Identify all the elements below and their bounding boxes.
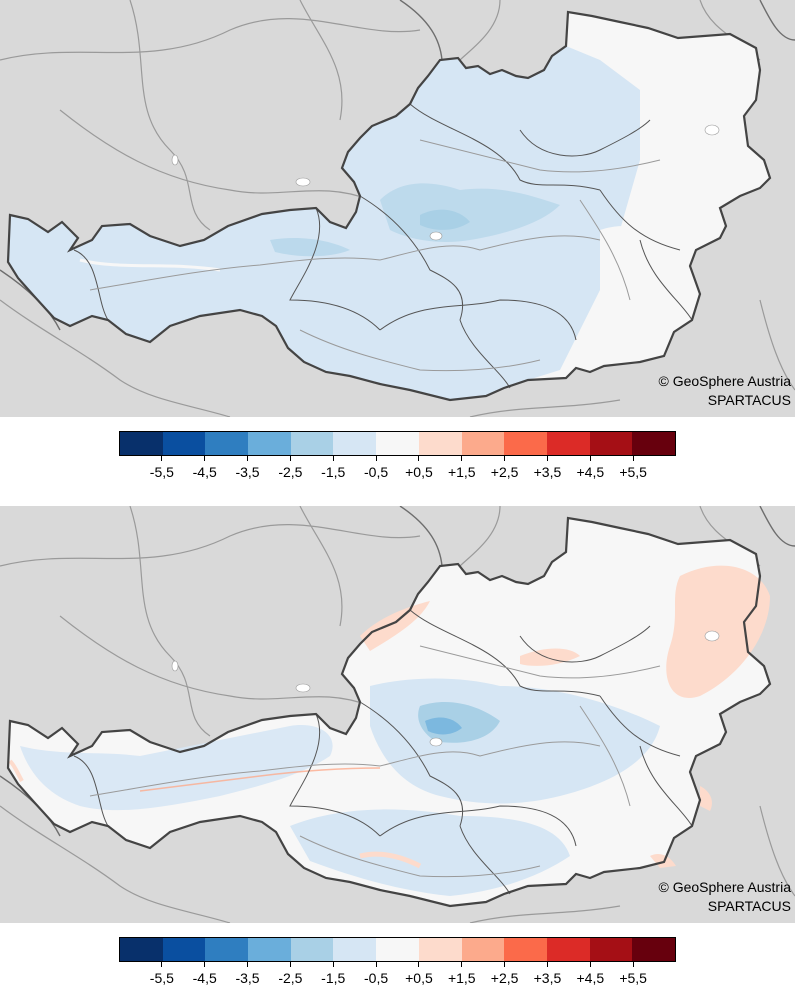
rivers-and-borders-outside — [0, 0, 795, 417]
legend-swatch — [333, 938, 377, 961]
legend-tick — [289, 962, 291, 967]
legend-swatch — [120, 432, 163, 455]
legend-tick-label: +5,5 — [619, 970, 647, 986]
legend-tick-label: +1,5 — [447, 970, 476, 986]
legend-ticks — [119, 962, 676, 968]
legend-swatch — [205, 432, 249, 455]
legend-swatch — [290, 432, 334, 455]
legend-tick — [204, 962, 206, 967]
credit-line-spartacus: SPARTACUS — [707, 392, 791, 408]
legend-tick-label: -4,5 — [192, 970, 217, 986]
map-credit-bottom: © GeoSphere Austria SPARTACUS — [658, 878, 791, 916]
legend-tick-label: +3,5 — [533, 970, 562, 986]
map-credit-top: © GeoSphere Austria SPARTACUS — [658, 372, 791, 410]
legend-swatch — [248, 432, 291, 455]
legend-colorbar — [119, 431, 676, 456]
legend-swatch — [546, 938, 590, 961]
legend-swatch — [205, 938, 249, 961]
legend-swatch — [290, 938, 334, 961]
legend-tick-label: -3,5 — [235, 464, 260, 480]
legend-tick-label: +5,5 — [619, 464, 647, 480]
legend-swatch — [376, 432, 419, 455]
legend-tick-label: -2,5 — [278, 464, 303, 480]
legend-tick-label: -0,5 — [364, 970, 389, 986]
legend-tick — [546, 962, 548, 967]
legend-tick — [375, 962, 377, 967]
anomaly-map-top — [0, 0, 795, 417]
legend-tick — [375, 456, 377, 461]
legend-tick-label: +0,5 — [405, 464, 433, 480]
legend-tick-label: -2,5 — [278, 970, 303, 986]
legend-swatch — [589, 938, 633, 961]
legend-tick — [589, 962, 591, 967]
legend-swatch — [248, 938, 291, 961]
legend-tick — [418, 962, 420, 967]
legend-swatch — [376, 938, 419, 961]
legend-swatch — [546, 432, 590, 455]
legend-tick-label: +2,5 — [490, 464, 519, 480]
legend-colorbar — [119, 937, 676, 962]
legend-tick-label: -0,5 — [364, 464, 389, 480]
anomaly-map-bottom — [0, 506, 795, 923]
legend-swatch — [461, 938, 505, 961]
lakes-top — [171, 124, 720, 241]
legend-tick — [332, 456, 334, 461]
legend-swatch — [333, 432, 377, 455]
legend-top: -5,5 -4,5 -3,5 -2,5 -1,5 -0,5 +0,5 +1,5 +2,5 +3,5… — [0, 429, 795, 489]
legend-labels: -5,5 -4,5 -3,5 -2,5 -1,5 -0,5 +0,5 +1,5 +2,5 +3,5… — [0, 970, 795, 990]
austria-fill-top — [8, 12, 770, 400]
legend-swatch — [504, 432, 547, 455]
legend-swatch — [418, 432, 462, 455]
legend-swatch — [461, 432, 505, 455]
legend-tick — [461, 456, 463, 461]
legend-swatch — [162, 938, 206, 961]
credit-line-spartacus: SPARTACUS — [707, 898, 791, 914]
legend-swatch — [632, 938, 675, 961]
legend-tick — [204, 456, 206, 461]
legend-ticks — [119, 456, 676, 462]
legend-labels: -5,5 -4,5 -3,5 -2,5 -1,5 -0,5 +0,5 +1,5 +2,5 +3,5… — [0, 464, 795, 484]
legend-tick — [546, 456, 548, 461]
credit-line-geosphere: © GeoSphere Austria — [658, 373, 791, 389]
legend-tick — [632, 456, 634, 461]
legend-tick-label: -1,5 — [321, 464, 346, 480]
legend-tick-label: -5,5 — [149, 464, 174, 480]
legend-tick-label: +0,5 — [405, 970, 433, 986]
legend-tick — [632, 962, 634, 967]
legend-tick-label: +2,5 — [490, 970, 519, 986]
legend-tick — [589, 456, 591, 461]
rivers-bottom — [89, 645, 661, 878]
legend-tick — [461, 962, 463, 967]
legend-tick-label: -4,5 — [192, 464, 217, 480]
legend-tick-label: -5,5 — [149, 970, 174, 986]
credit-line-geosphere: © GeoSphere Austria — [658, 879, 791, 895]
legend-tick — [332, 962, 334, 967]
legend-tick — [247, 962, 249, 967]
lakes-bottom — [171, 630, 720, 747]
legend-tick — [504, 962, 506, 967]
state-borders-top — [73, 103, 693, 389]
legend-tick-label: -1,5 — [321, 970, 346, 986]
legend-tick — [161, 962, 163, 967]
legend-tick-label: +3,5 — [533, 464, 562, 480]
legend-swatch — [504, 938, 547, 961]
legend-swatch — [632, 432, 675, 455]
legend-bottom: -5,5 -4,5 -3,5 -2,5 -1,5 -0,5 +0,5 +1,5 +2,5 +3,5… — [0, 935, 795, 995]
legend-tick — [289, 456, 291, 461]
legend-tick — [161, 456, 163, 461]
legend-tick-label: +1,5 — [447, 464, 476, 480]
legend-tick — [504, 456, 506, 461]
legend-swatch — [120, 938, 163, 961]
rivers-top — [89, 139, 661, 372]
legend-tick — [418, 456, 420, 461]
legend-tick-label: -3,5 — [235, 970, 260, 986]
legend-swatch — [162, 432, 206, 455]
legend-swatch — [589, 432, 633, 455]
state-borders-bottom — [73, 609, 693, 895]
austria-fill-bottom — [8, 518, 770, 906]
legend-tick — [247, 456, 249, 461]
legend-tick-label: +4,5 — [576, 464, 605, 480]
legend-tick-label: +4,5 — [576, 970, 605, 986]
legend-swatch — [418, 938, 462, 961]
